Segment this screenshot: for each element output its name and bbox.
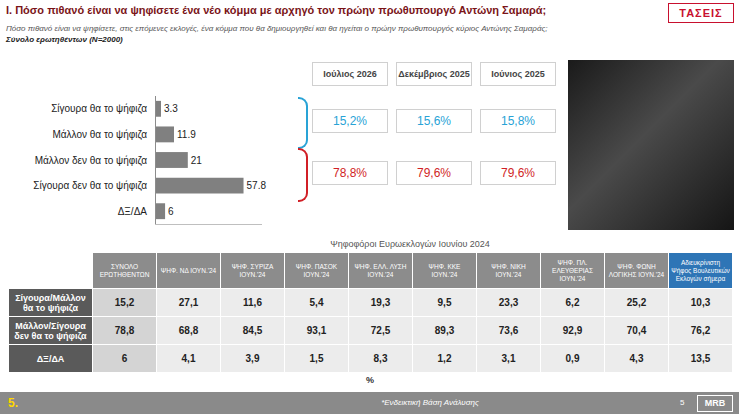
html-text:93,1: 93,1 xyxy=(306,325,327,336)
html-text:25,2: 25,2 xyxy=(626,297,647,308)
html-text:Αδιευκρίνιστη Ψήφος Βουλευτικώ: Αδιευκρίνιστη Ψήφος Βουλευτικών Εκλογών … xyxy=(671,258,730,282)
html-text:Μάλλον/Σίγουρα δεν θα το ψήφιζ: Μάλλον/Σίγουρα δεν θα το ψήφιζα xyxy=(14,320,87,341)
html-text:89,3: 89,3 xyxy=(434,325,455,336)
html-text:79,6%: 79,6% xyxy=(501,166,535,180)
html-text:9,5: 9,5 xyxy=(437,297,452,308)
svg-text:3.3: 3.3 xyxy=(164,103,178,114)
html-text:ΤΑΣΕΙΣ: ΤΑΣΕΙΣ xyxy=(679,7,723,19)
html-text:11,6: 11,6 xyxy=(243,297,262,308)
html-text:78,8%: 78,8% xyxy=(333,166,367,180)
html-text:4,1: 4,1 xyxy=(181,353,196,364)
html-text:84,5: 84,5 xyxy=(242,325,263,336)
html-text:70,4: 70,4 xyxy=(626,325,647,336)
html-text:13,5: 13,5 xyxy=(690,353,711,364)
html-text:15,2: 15,2 xyxy=(114,297,135,308)
html-text:15,2%: 15,2% xyxy=(333,114,367,128)
html-text:68,8: 68,8 xyxy=(178,325,199,336)
html-text:79,6%: 79,6% xyxy=(417,166,451,180)
html-text:5: 5 xyxy=(680,398,685,407)
html-text:ΨΗΦ. ΝΔ ΙΟΥΝ.'24: ΨΗΦ. ΝΔ ΙΟΥΝ.'24 xyxy=(160,266,217,274)
html-text:Ιούλιος 2026: Ιούλιος 2026 xyxy=(323,69,377,79)
html-text:27,1: 27,1 xyxy=(178,297,199,308)
html-text:5,4: 5,4 xyxy=(309,297,324,308)
html-text:ΨΗΦ. ΣΥΡΙΖΑ ΙΟΥΝ.'24: ΨΗΦ. ΣΥΡΙΖΑ ΙΟΥΝ.'24 xyxy=(231,262,274,278)
svg-text:Σίγουρα θα το ψήφιζα: Σίγουρα θα το ψήφιζα xyxy=(51,103,147,115)
html-text:6: 6 xyxy=(121,353,128,364)
html-text:1,2: 1,2 xyxy=(437,353,452,364)
html-text:76,2: 76,2 xyxy=(690,325,711,336)
html-text:ΣΥΝΟΛΟ ΕΡΩΤΗΘΕΝΤΩΝ: ΣΥΝΟΛΟ ΕΡΩΤΗΘΕΝΤΩΝ xyxy=(99,262,150,278)
html-text:Σίγουρα/Μάλλον θα το ψήφιζα: Σίγουρα/Μάλλον θα το ψήφιζα xyxy=(15,292,86,313)
html-text:5.: 5. xyxy=(8,396,18,410)
svg-text:57.8: 57.8 xyxy=(247,180,267,191)
html-text:4,3: 4,3 xyxy=(629,353,644,364)
html-text:3,1: 3,1 xyxy=(501,353,516,364)
html-text:8,3: 8,3 xyxy=(373,353,388,364)
html-text:Δεκέμβριος 2025: Δεκέμβριος 2025 xyxy=(398,69,470,79)
html-text:6,2: 6,2 xyxy=(565,297,580,308)
svg-text:ΔΞ/ΔΑ: ΔΞ/ΔΑ xyxy=(118,206,148,217)
html-text:ΔΞ/ΔΑ: ΔΞ/ΔΑ xyxy=(36,353,65,364)
html-text:15,8%: 15,8% xyxy=(501,114,535,128)
html-text:ΨΗΦ. ΝΙΚΗ ΙΟΥΝ.'24: ΨΗΦ. ΝΙΚΗ ΙΟΥΝ.'24 xyxy=(491,262,526,278)
html-text:*Ενδεικτική Βάση Ανάλυσης: *Ενδεικτική Βάση Ανάλυσης xyxy=(381,398,479,407)
html-text:10,3: 10,3 xyxy=(690,297,711,308)
svg-text:Σίγουρα δεν θα το ψήφιζα: Σίγουρα δεν θα το ψήφιζα xyxy=(33,180,147,192)
html-text:19,3: 19,3 xyxy=(370,297,391,308)
svg-text:11.9: 11.9 xyxy=(177,129,196,140)
html-text:Σύνολο ερωτηθέντων (N=2000): Σύνολο ερωτηθέντων (N=2000) xyxy=(6,35,123,44)
svg-text:Μάλλον θα το ψήφιζα: Μάλλον θα το ψήφιζα xyxy=(53,129,148,141)
html-text:ΨΗΦ. ΕΛΛ. ΛΥΣΗ ΙΟΥΝ.'24: ΨΗΦ. ΕΛΛ. ΛΥΣΗ ΙΟΥΝ.'24 xyxy=(354,262,407,278)
svg-text:Μάλλον δεν θα το ψήφιζα: Μάλλον δεν θα το ψήφιζα xyxy=(35,155,148,167)
html-text:ΨΗΦ. ΠΛ. ΕΛΕΥΘΕΡΙΑΣ ΙΟΥΝ.'24: ΨΗΦ. ΠΛ. ΕΛΕΥΘΕΡΙΑΣ ΙΟΥΝ.'24 xyxy=(552,258,593,282)
html-text:72,5: 72,5 xyxy=(370,325,391,336)
html-text:0,9: 0,9 xyxy=(565,353,580,364)
html-text:73,6: 73,6 xyxy=(498,325,519,336)
html-text:1,5: 1,5 xyxy=(309,353,324,364)
html-text:78,8: 78,8 xyxy=(114,325,135,336)
html-text:15,6%: 15,6% xyxy=(417,114,451,128)
html-text:I. Πόσο πιθανό είναι να ψηφίσε: I. Πόσο πιθανό είναι να ψηφίσετε ένα νέο… xyxy=(6,4,547,16)
html-text:Ιούνιος 2025: Ιούνιος 2025 xyxy=(491,69,545,79)
html-text:ΨΗΦ. ΚΚΕ ΙΟΥΝ.'24: ΨΗΦ. ΚΚΕ ΙΟΥΝ.'24 xyxy=(428,262,461,278)
svg-text:21: 21 xyxy=(191,155,203,166)
html-text:ΨΗΦ. ΠΑΣΟΚ ΙΟΥΝ.'24: ΨΗΦ. ΠΑΣΟΚ ΙΟΥΝ.'24 xyxy=(295,262,338,278)
html-text:Πόσο πιθανό είναι να ψηφίσετε,: Πόσο πιθανό είναι να ψηφίσετε, στις επόμ… xyxy=(6,24,548,33)
html-text:MRB: MRB xyxy=(704,398,726,408)
html-text:Ψηφοφόροι Ευρωεκλογών Ιουνίου: Ψηφοφόροι Ευρωεκλογών Ιουνίου 2024 xyxy=(330,239,490,249)
html-text:ΨΗΦ. ΦΩΝΗ ΛΟΓΙΚΗΣ ΙΟΥΝ.'24: ΨΗΦ. ΦΩΝΗ ΛΟΓΙΚΗΣ ΙΟΥΝ.'24 xyxy=(608,262,665,278)
html-text:3,9: 3,9 xyxy=(245,353,260,364)
html-text:92,9: 92,9 xyxy=(562,325,583,336)
svg-text:6: 6 xyxy=(168,206,174,217)
html-text:23,3: 23,3 xyxy=(498,297,519,308)
